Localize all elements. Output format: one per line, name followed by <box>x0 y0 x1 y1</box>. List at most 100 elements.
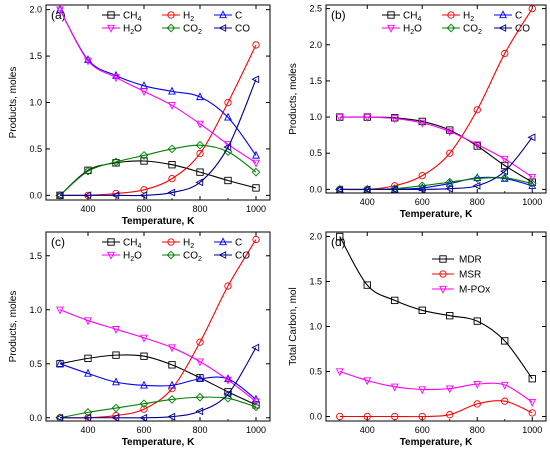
data-point <box>224 112 232 121</box>
data-point <box>418 171 426 180</box>
data-point <box>55 191 64 200</box>
series-line <box>339 236 533 380</box>
data-point <box>196 358 204 367</box>
legend-label: H2 <box>463 11 474 24</box>
x-axis-label: Temperature, K <box>122 216 195 227</box>
y-tick-label: 0.0 <box>309 184 322 194</box>
data-point <box>196 374 204 383</box>
data-point <box>418 386 427 395</box>
data-point <box>473 141 482 150</box>
data-point <box>111 403 121 413</box>
panel-label: (a) <box>51 8 66 22</box>
legend-marker <box>107 251 115 260</box>
series-line <box>59 144 257 196</box>
y-tick-label: 0.0 <box>29 413 42 423</box>
data-point <box>391 412 399 421</box>
legend-label: H2 <box>183 238 194 251</box>
data-point <box>418 117 426 126</box>
data-point <box>251 402 261 412</box>
legend-marker <box>167 11 175 19</box>
data-point <box>195 178 204 187</box>
data-point <box>251 343 260 352</box>
data-point <box>224 176 232 185</box>
legend-marker <box>439 285 447 294</box>
legend-label: CH4 <box>123 11 141 24</box>
legend-marker <box>387 11 395 19</box>
data-point <box>500 167 508 176</box>
data-point <box>84 317 92 326</box>
data-point <box>501 337 509 345</box>
data-point <box>335 185 343 194</box>
series-co2 <box>55 140 261 200</box>
data-point <box>196 120 204 129</box>
x-tick-label: 800 <box>192 425 207 435</box>
series-m-pox <box>335 368 537 407</box>
plot-frame <box>325 231 547 422</box>
legend-label: CO <box>235 251 250 262</box>
legend-label: CH4 <box>403 11 421 24</box>
x-axis-label: Temperature, K <box>122 437 195 448</box>
x-tick-label: 800 <box>192 204 207 214</box>
data-point <box>528 173 537 182</box>
data-point <box>527 179 537 188</box>
x-tick-label: 400 <box>80 204 95 214</box>
data-point <box>473 380 482 389</box>
panel-c: 400 600 800 1000 0.0 0.5 1.0 1.5 Temperature, K P… <box>8 231 271 448</box>
y-tick-label: 1.0 <box>29 305 42 315</box>
y-tick-label: 0.0 <box>309 412 322 422</box>
legend-marker <box>167 238 175 246</box>
data-point <box>472 174 482 183</box>
legend-marker <box>107 238 115 246</box>
panel-label: (c) <box>51 235 65 249</box>
data-point <box>362 185 371 194</box>
data-point <box>139 191 148 200</box>
plot-frame <box>45 231 271 422</box>
data-point <box>251 167 261 177</box>
data-point <box>473 317 481 325</box>
x-tick-label: 1000 <box>246 425 266 435</box>
x-axis-label: Temperature, K <box>400 437 473 448</box>
data-point <box>336 232 344 241</box>
data-point <box>167 144 177 154</box>
data-point <box>418 119 427 128</box>
series-h2 <box>336 4 536 194</box>
legend-label: C <box>235 238 242 249</box>
data-point <box>112 189 120 198</box>
data-point <box>168 380 176 389</box>
y-axis-label: Total Carbon, mol <box>288 287 299 365</box>
legend-label: C <box>235 11 242 22</box>
data-point <box>417 185 426 194</box>
data-point <box>84 354 92 363</box>
data-point <box>111 157 121 167</box>
data-point <box>223 390 232 398</box>
data-point <box>168 102 176 110</box>
data-point <box>391 296 399 305</box>
x-tick-label: 1000 <box>246 204 266 214</box>
legend-marker <box>498 24 507 32</box>
series-line <box>339 400 533 418</box>
legend-label: CO <box>235 24 250 35</box>
series-msr <box>336 397 536 421</box>
data-point <box>111 413 120 422</box>
series-line <box>60 79 257 197</box>
legend-marker <box>107 11 115 19</box>
data-point <box>500 173 510 183</box>
data-point <box>446 149 454 157</box>
y-tick-label: 0.5 <box>309 367 322 377</box>
data-point <box>500 381 509 390</box>
data-point <box>445 385 454 394</box>
data-point <box>528 375 536 383</box>
data-point <box>445 128 454 137</box>
y-tick-label: 2.0 <box>309 232 322 242</box>
plot-frame <box>325 4 547 194</box>
data-point <box>140 186 148 194</box>
y-tick-label: 1.0 <box>309 112 322 122</box>
data-point <box>139 413 148 422</box>
x-tick-label: 800 <box>470 425 485 435</box>
x-tick-label: 400 <box>80 425 95 435</box>
y-axis-label: Products, moles <box>8 67 19 139</box>
legend-marker <box>219 237 227 246</box>
data-point <box>528 409 536 417</box>
data-point <box>252 401 260 409</box>
